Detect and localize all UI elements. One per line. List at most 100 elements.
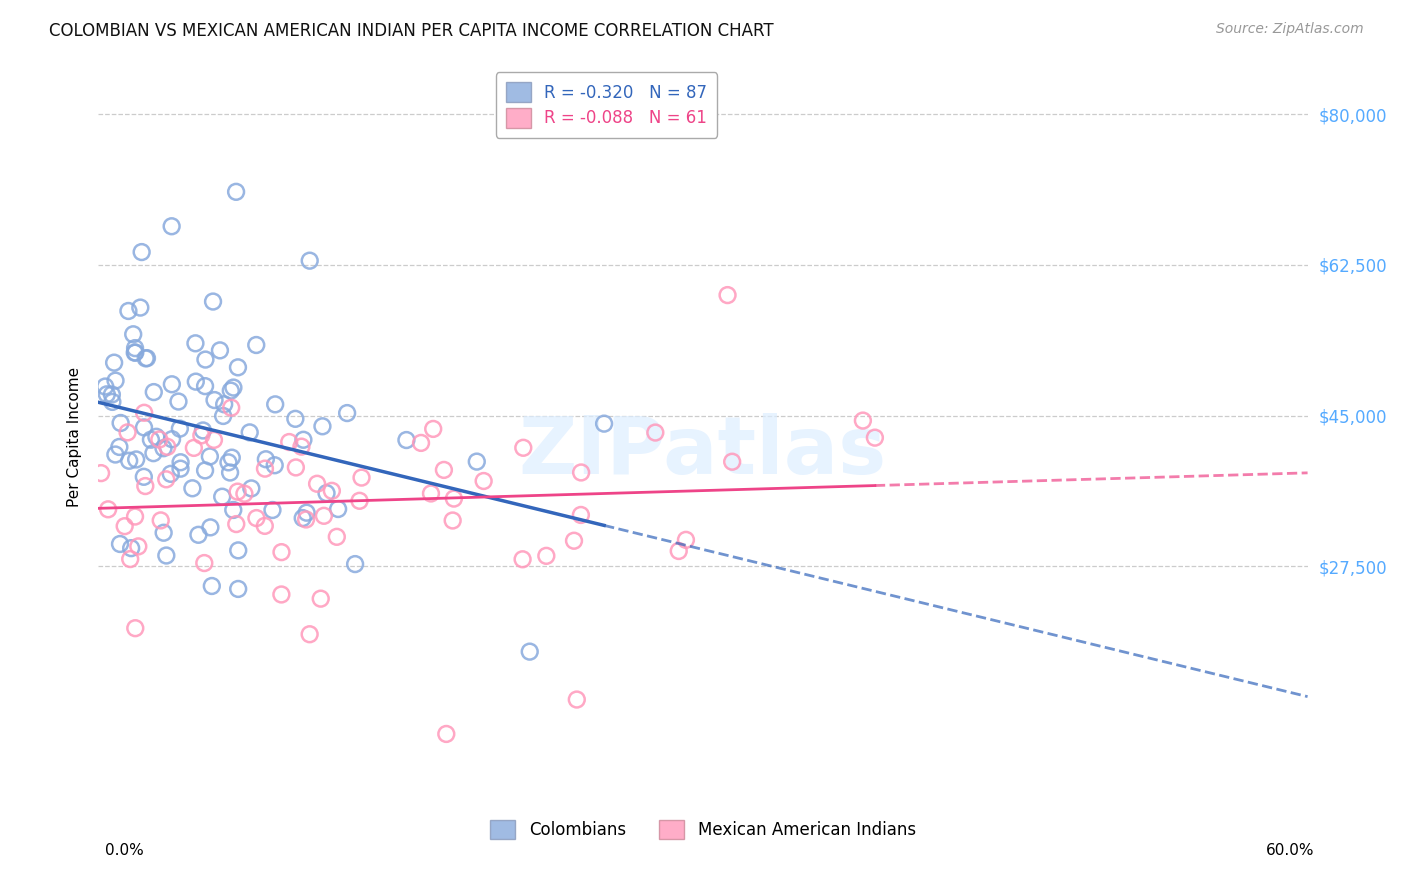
Point bbox=[135, 351, 157, 366]
Point bbox=[863, 431, 886, 445]
Point bbox=[326, 530, 349, 544]
Point bbox=[422, 422, 444, 436]
Point bbox=[194, 463, 217, 477]
Point bbox=[152, 441, 174, 455]
Point bbox=[108, 440, 131, 454]
Point bbox=[284, 412, 307, 426]
Point bbox=[101, 387, 124, 401]
Point bbox=[148, 433, 170, 447]
Point bbox=[127, 540, 149, 554]
Point bbox=[211, 490, 233, 504]
Point bbox=[512, 552, 534, 566]
Point bbox=[226, 484, 249, 499]
Point bbox=[233, 487, 256, 501]
Point bbox=[222, 381, 245, 395]
Point bbox=[284, 460, 307, 475]
Point bbox=[97, 502, 120, 516]
Point bbox=[225, 517, 247, 532]
Point bbox=[263, 458, 285, 473]
Point bbox=[187, 528, 209, 542]
Point bbox=[395, 433, 418, 447]
Point bbox=[201, 579, 224, 593]
Point bbox=[295, 506, 318, 520]
Text: 60.0%: 60.0% bbox=[1267, 843, 1315, 858]
Point bbox=[159, 467, 181, 481]
Point bbox=[217, 455, 239, 469]
Point bbox=[240, 482, 263, 496]
Point bbox=[124, 345, 146, 359]
Point bbox=[311, 419, 333, 434]
Point bbox=[202, 294, 225, 309]
Point bbox=[344, 557, 367, 571]
Point bbox=[124, 621, 146, 635]
Point bbox=[675, 533, 697, 547]
Point bbox=[569, 508, 592, 522]
Text: 0.0%: 0.0% bbox=[105, 843, 145, 858]
Point bbox=[96, 387, 118, 401]
Point bbox=[169, 461, 191, 475]
Point bbox=[125, 452, 148, 467]
Point bbox=[142, 446, 165, 460]
Point bbox=[219, 401, 242, 415]
Point bbox=[114, 519, 136, 533]
Point bbox=[644, 425, 666, 440]
Point bbox=[212, 409, 235, 423]
Point bbox=[350, 470, 373, 484]
Point bbox=[191, 424, 214, 438]
Point bbox=[434, 727, 457, 741]
Point bbox=[152, 525, 174, 540]
Point bbox=[307, 476, 329, 491]
Point bbox=[420, 486, 443, 500]
Point bbox=[565, 692, 588, 706]
Point bbox=[118, 454, 141, 468]
Point bbox=[336, 406, 359, 420]
Point bbox=[124, 341, 146, 355]
Point bbox=[136, 351, 159, 366]
Point bbox=[221, 450, 243, 465]
Point bbox=[472, 474, 495, 488]
Point bbox=[409, 436, 432, 450]
Point bbox=[562, 533, 585, 548]
Point bbox=[134, 479, 156, 493]
Point bbox=[290, 440, 312, 454]
Point bbox=[131, 245, 153, 260]
Point bbox=[441, 514, 464, 528]
Point bbox=[202, 433, 225, 447]
Point bbox=[193, 556, 215, 570]
Point bbox=[194, 379, 217, 393]
Point bbox=[239, 425, 262, 440]
Point bbox=[134, 406, 156, 420]
Point bbox=[226, 360, 249, 375]
Point bbox=[132, 420, 155, 434]
Point bbox=[245, 511, 267, 525]
Point bbox=[245, 338, 267, 352]
Point bbox=[270, 587, 292, 601]
Point bbox=[139, 433, 162, 447]
Point bbox=[198, 450, 221, 464]
Point bbox=[160, 377, 183, 392]
Point bbox=[124, 509, 146, 524]
Point bbox=[103, 356, 125, 370]
Point bbox=[184, 336, 207, 351]
Point bbox=[167, 394, 190, 409]
Text: Source: ZipAtlas.com: Source: ZipAtlas.com bbox=[1216, 22, 1364, 37]
Point bbox=[208, 343, 231, 358]
Point bbox=[155, 549, 177, 563]
Point bbox=[142, 385, 165, 400]
Point bbox=[183, 441, 205, 455]
Point bbox=[132, 470, 155, 484]
Point bbox=[278, 435, 301, 450]
Point bbox=[204, 392, 226, 407]
Point bbox=[443, 491, 465, 506]
Point bbox=[219, 466, 242, 480]
Point bbox=[512, 441, 534, 455]
Point bbox=[262, 503, 284, 517]
Point bbox=[101, 395, 124, 409]
Text: ZIPatlas: ZIPatlas bbox=[519, 413, 887, 491]
Point bbox=[90, 466, 112, 480]
Point bbox=[668, 544, 690, 558]
Point bbox=[298, 627, 321, 641]
Point bbox=[120, 552, 142, 566]
Point bbox=[312, 508, 335, 523]
Point bbox=[110, 416, 132, 430]
